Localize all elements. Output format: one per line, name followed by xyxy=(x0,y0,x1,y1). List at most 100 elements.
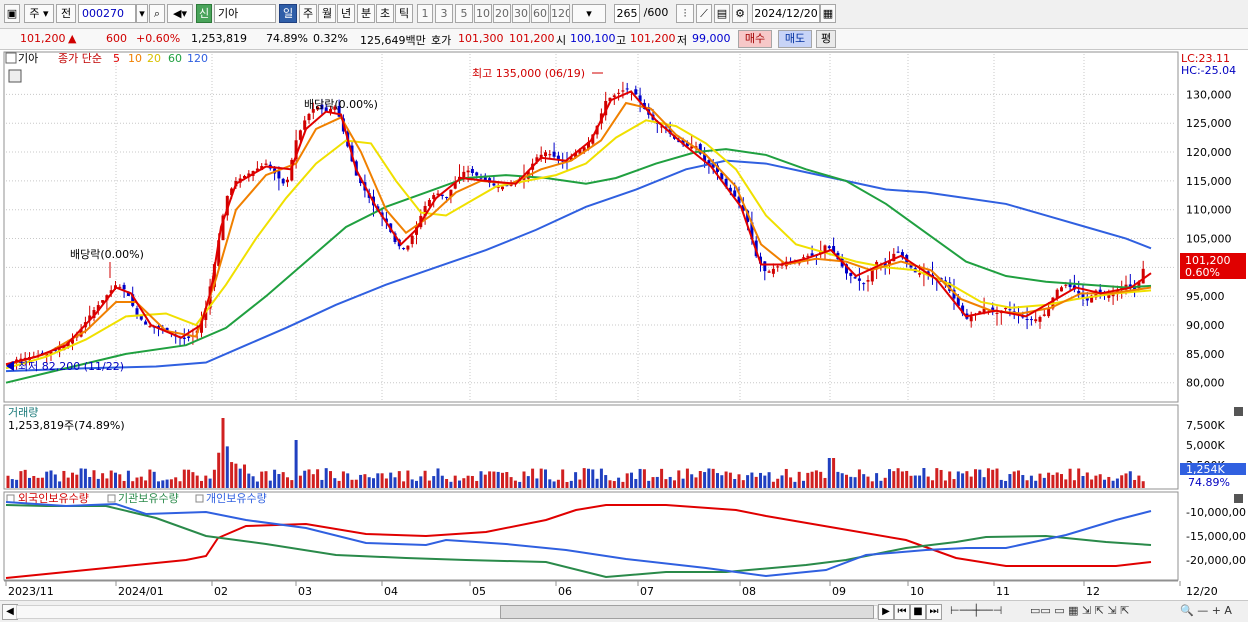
period-minute-button[interactable]: 분 xyxy=(357,4,375,23)
volume-bar xyxy=(187,469,191,488)
rewind-icon[interactable]: ⏮ xyxy=(894,604,910,620)
chart-area[interactable]: 130,000125,000120,000115,000110,000105,0… xyxy=(0,50,1248,600)
volume-bar xyxy=(363,474,367,488)
interval-1-button[interactable]: 1 xyxy=(417,4,433,23)
volume-bar xyxy=(195,475,199,488)
calendar-icon[interactable]: ▦ xyxy=(820,4,836,23)
horizontal-scrollbar[interactable]: ◀ ▶ ⏮ ■ ⏭ ⊢──┼──⊣ ▭▭ ▭ ▦ ⇲ ⇱ ⇲ ⇱ 🔍 — + A xyxy=(0,600,1248,622)
data-count-input[interactable]: 265 xyxy=(614,4,640,23)
code-dropdown-icon[interactable]: ▾ xyxy=(136,4,148,23)
stock-code-input[interactable]: 000270 xyxy=(78,4,136,23)
volume-bar xyxy=(234,463,238,488)
turnover-rate: 0.32% xyxy=(313,32,348,45)
volume-bar xyxy=(969,476,973,488)
interval-5-button[interactable]: 5 xyxy=(455,4,473,23)
window-icon[interactable]: ▣ xyxy=(4,4,20,23)
x-axis-label: 02 xyxy=(214,585,228,598)
candle-body xyxy=(1029,319,1033,321)
candle-body xyxy=(49,351,53,355)
buy-button[interactable]: 매수 xyxy=(738,30,772,48)
volume-panel-close-icon[interactable] xyxy=(1234,407,1243,416)
bid-price: 101,200 xyxy=(509,32,555,45)
interval-20-button[interactable]: 20 xyxy=(493,4,511,23)
volume-bar xyxy=(505,472,509,488)
interval-3-button[interactable]: 3 xyxy=(435,4,453,23)
interval-10-button[interactable]: 10 xyxy=(474,4,492,23)
price-tick-label: 120,000 xyxy=(1186,146,1232,159)
candle-body xyxy=(1107,294,1111,298)
candle-body xyxy=(625,88,629,90)
volume-bar xyxy=(410,479,414,488)
volume-bar xyxy=(105,478,109,488)
period-week-button[interactable]: 주 xyxy=(299,4,317,23)
legend-ma20[interactable]: 20 xyxy=(147,52,161,65)
candle-body xyxy=(479,177,483,179)
legend-box-icon[interactable] xyxy=(5,52,17,64)
candle-body xyxy=(329,109,332,113)
volume-bar xyxy=(320,479,324,488)
interval-60-button[interactable]: 60 xyxy=(531,4,549,23)
candle-body xyxy=(750,222,754,240)
candle-body xyxy=(286,179,289,183)
price-info-bar: 101,200 ▲ 600 +0.60% 1,253,819 74.89% 0.… xyxy=(0,29,1248,50)
period-second-button[interactable]: 초 xyxy=(376,4,394,23)
interval-120-button[interactable]: 120 xyxy=(550,4,570,23)
legend-ma5[interactable]: 5 xyxy=(113,52,120,65)
stop-icon[interactable]: ■ xyxy=(910,604,926,620)
sell-button[interactable]: 매도 xyxy=(778,30,812,48)
search-icon[interactable]: ⌕ xyxy=(149,4,165,23)
holdings-foreign-label[interactable]: 외국인보유수량 xyxy=(18,492,89,505)
volume-bar xyxy=(324,468,328,488)
volume-bar xyxy=(45,471,49,488)
layout-icons[interactable]: ▭▭ ▭ ▦ ⇲ ⇱ ⇲ ⇱ xyxy=(1030,604,1130,617)
volume-bar xyxy=(926,476,930,488)
candle-body xyxy=(165,327,169,332)
speaker-icon[interactable]: ◀▾ xyxy=(167,4,193,23)
period-month-button[interactable]: 월 xyxy=(318,4,336,23)
date-input[interactable]: 2024/12/20 xyxy=(752,4,820,23)
volume-bar xyxy=(1107,476,1111,488)
scroll-right-icon[interactable]: ▶ xyxy=(878,604,894,620)
prev-button[interactable]: 전 xyxy=(56,4,76,23)
period-tick-button[interactable]: 틱 xyxy=(395,4,413,23)
volume-bar xyxy=(986,468,990,488)
volume-bar xyxy=(294,440,298,488)
period-year-button[interactable]: 년 xyxy=(337,4,355,23)
candle-body xyxy=(406,245,410,250)
volume-bar xyxy=(617,477,621,488)
custom-interval-select[interactable]: ▾ xyxy=(572,4,606,23)
interval-30-button[interactable]: 30 xyxy=(512,4,530,23)
holdings-panel-close-icon[interactable] xyxy=(1234,494,1243,503)
volume-bar xyxy=(1111,480,1115,488)
legend-ma60[interactable]: 60 xyxy=(168,52,182,65)
evaluate-button[interactable]: 평 xyxy=(816,30,836,48)
volume-bar xyxy=(544,469,547,488)
candle-body xyxy=(148,326,152,328)
forward-icon[interactable]: ⏭ xyxy=(926,604,942,620)
save-icon[interactable]: ▤ xyxy=(714,4,730,23)
legend-ma120[interactable]: 120 xyxy=(187,52,208,65)
holdings-individual-label[interactable]: 개인보유수량 xyxy=(206,492,267,505)
period-select[interactable]: 주 ▾ xyxy=(24,4,54,23)
table-icon[interactable] xyxy=(8,69,22,83)
candle-body xyxy=(660,126,664,128)
individual-legend-icon xyxy=(195,494,204,503)
volume-bar xyxy=(58,481,62,488)
candle-body xyxy=(827,246,831,249)
candle-body xyxy=(135,308,139,315)
gear-icon[interactable]: ⚙ xyxy=(732,4,748,23)
draw-tool-icon[interactable]: ⟋ xyxy=(696,4,712,23)
scroll-thumb[interactable] xyxy=(500,605,874,619)
holdings-panel-frame xyxy=(3,491,1179,581)
current-price-tag xyxy=(1180,253,1246,279)
candle-type-icon[interactable]: ⫶ xyxy=(676,4,694,23)
legend-ma10[interactable]: 10 xyxy=(128,52,142,65)
candle-body xyxy=(423,206,427,217)
volume-bar xyxy=(191,472,195,488)
candle-body xyxy=(96,305,100,311)
volume-bar xyxy=(286,477,289,488)
zoom-icons[interactable]: 🔍 — + A xyxy=(1180,604,1232,617)
period-day-button[interactable]: 일 xyxy=(279,4,297,23)
zoom-slider-icon[interactable]: ⊢──┼──⊣ xyxy=(950,604,1003,617)
holdings-institution-label[interactable]: 기관보유수량 xyxy=(118,492,179,505)
